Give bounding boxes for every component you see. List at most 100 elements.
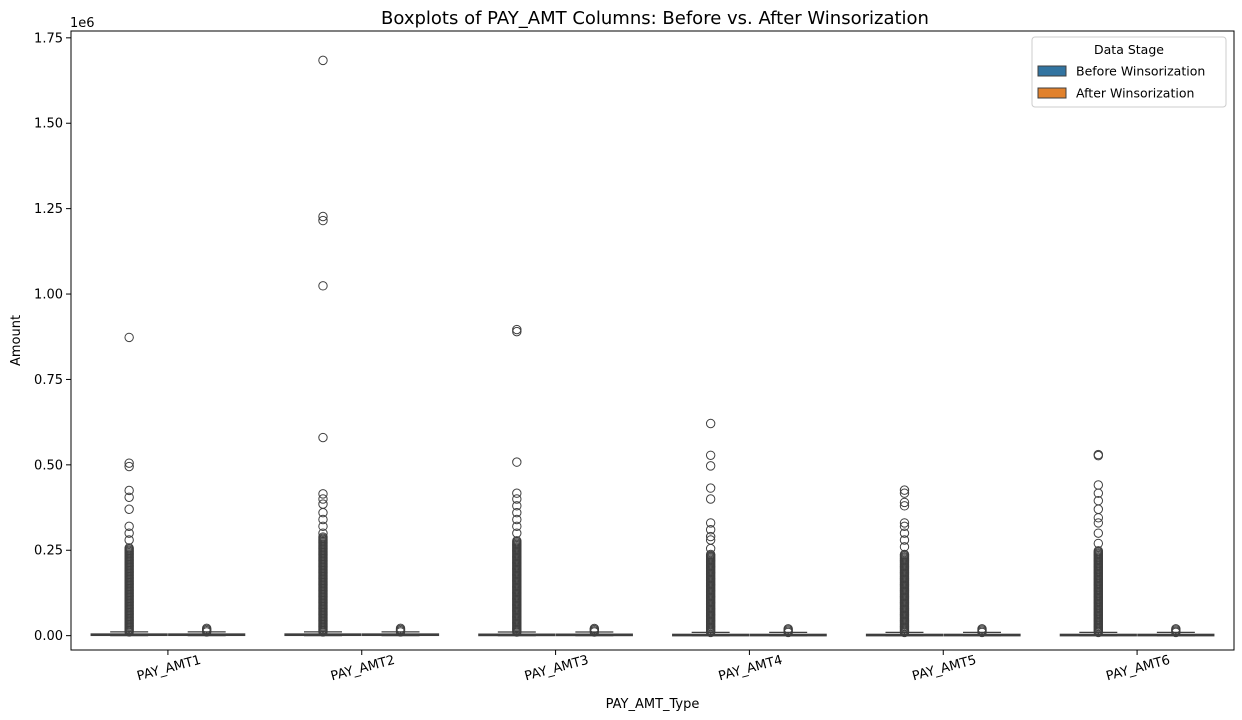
outlier-point <box>705 483 716 493</box>
box-group <box>90 332 168 637</box>
outlier-point <box>124 504 134 514</box>
x-tick-label: PAY_AMT2 <box>329 653 396 684</box>
outlier-point <box>512 536 522 546</box>
outlier-point <box>512 488 522 498</box>
x-tick-label: PAY_AMT3 <box>523 653 590 684</box>
outlier-point <box>899 518 910 528</box>
box-group <box>672 418 750 638</box>
legend-swatch <box>1037 87 1067 99</box>
chart-title: Boxplots of PAY_AMT Columns: Before vs. … <box>381 8 929 29</box>
outlier-cluster <box>705 549 716 638</box>
outlier-cluster <box>124 543 134 637</box>
outlier-point <box>318 489 328 499</box>
outlier-point <box>512 514 522 525</box>
outlier-point <box>124 461 134 472</box>
box-group <box>943 624 1021 638</box>
outlier-cluster <box>1171 624 1181 638</box>
outlier-point <box>512 324 522 335</box>
outlier-point <box>899 521 910 532</box>
outlier-point <box>512 528 522 538</box>
box-group <box>478 324 556 637</box>
outlier-point <box>1171 624 1181 634</box>
box-group <box>284 55 362 637</box>
outlier-point <box>124 521 134 532</box>
y-tick-label: 1.50 <box>34 117 63 132</box>
outlier-point <box>705 535 716 545</box>
outlier-point <box>124 485 134 496</box>
outlier-point <box>1093 538 1104 549</box>
outlier-point <box>977 624 987 634</box>
outlier-point <box>124 535 134 545</box>
outlier-cluster <box>395 623 406 637</box>
outlier-point <box>899 528 910 538</box>
outlier-point <box>395 623 406 633</box>
outlier-point <box>318 432 328 443</box>
outlier-point <box>705 518 716 528</box>
outlier-point <box>201 623 212 633</box>
y-axis-label: Amount <box>9 315 24 366</box>
y-tick-label: 0.50 <box>34 458 63 473</box>
outlier-point <box>899 488 910 498</box>
outlier-point <box>899 497 910 508</box>
outlier-point <box>1093 480 1104 490</box>
outlier-point <box>899 501 910 511</box>
x-axis-label: PAY_AMT_Type <box>606 697 700 712</box>
outlier-point <box>705 531 716 542</box>
outlier-cluster <box>899 549 910 638</box>
outlier-point <box>512 326 522 337</box>
x-tick-label: PAY_AMT4 <box>717 653 784 684</box>
legend-swatch <box>1037 65 1067 77</box>
outlier-point <box>899 542 910 552</box>
outlier-point <box>512 457 522 467</box>
y-tick-label: 0.00 <box>34 629 63 644</box>
y-tick-label: 1.75 <box>34 31 63 46</box>
legend-title: Data Stage <box>1094 42 1164 57</box>
box-group <box>865 485 944 638</box>
outlier-point <box>512 494 522 504</box>
outlier-point <box>1093 528 1104 538</box>
outlier-cluster <box>783 624 793 638</box>
outlier-cluster <box>589 623 600 637</box>
outlier-point <box>318 528 328 538</box>
legend-item: After Winsorization <box>1037 86 1194 101</box>
outlier-cluster <box>512 536 522 637</box>
y-tick-label: 0.75 <box>34 373 63 388</box>
outlier-point <box>705 494 716 504</box>
outlier-point <box>318 494 328 504</box>
outlier-point <box>124 543 134 553</box>
outlier-cluster <box>1093 546 1104 638</box>
outlier-point <box>318 211 328 222</box>
outlier-point <box>1093 504 1104 514</box>
outlier-point <box>1093 546 1104 556</box>
y-axis-offset-text: 1e6 <box>70 16 95 31</box>
outlier-point <box>124 528 134 538</box>
outlier-point <box>318 281 328 291</box>
y-tick-label: 0.25 <box>34 544 63 559</box>
x-tick-label: PAY_AMT1 <box>135 653 202 684</box>
y-tick-label: 1.25 <box>34 202 63 217</box>
box-group <box>749 624 827 638</box>
legend-label: Before Winsorization <box>1076 64 1205 79</box>
outlier-point <box>899 485 910 495</box>
outlier-point <box>1093 518 1104 528</box>
legend[interactable]: Data Stage Before Winsorization After Win… <box>1031 36 1227 108</box>
legend-items: Before Winsorization After Winsorization <box>1037 64 1205 101</box>
outlier-point <box>705 525 716 535</box>
outlier-point <box>318 514 328 525</box>
outlier-point <box>124 492 134 502</box>
legend-frame <box>1031 36 1227 108</box>
outlier-point <box>705 418 716 429</box>
outlier-point <box>783 624 793 634</box>
legend-item: Before Winsorization <box>1037 64 1205 79</box>
outlier-point <box>318 215 328 226</box>
x-tick-label: PAY_AMT6 <box>1105 653 1172 684</box>
box-group <box>1137 624 1215 638</box>
outlier-point <box>512 521 522 532</box>
outlier-point <box>124 458 134 468</box>
outlier-point <box>512 507 522 518</box>
outlier-point <box>705 461 716 471</box>
outlier-point <box>899 549 910 560</box>
outlier-point <box>589 623 600 634</box>
outlier-point <box>1093 496 1104 506</box>
